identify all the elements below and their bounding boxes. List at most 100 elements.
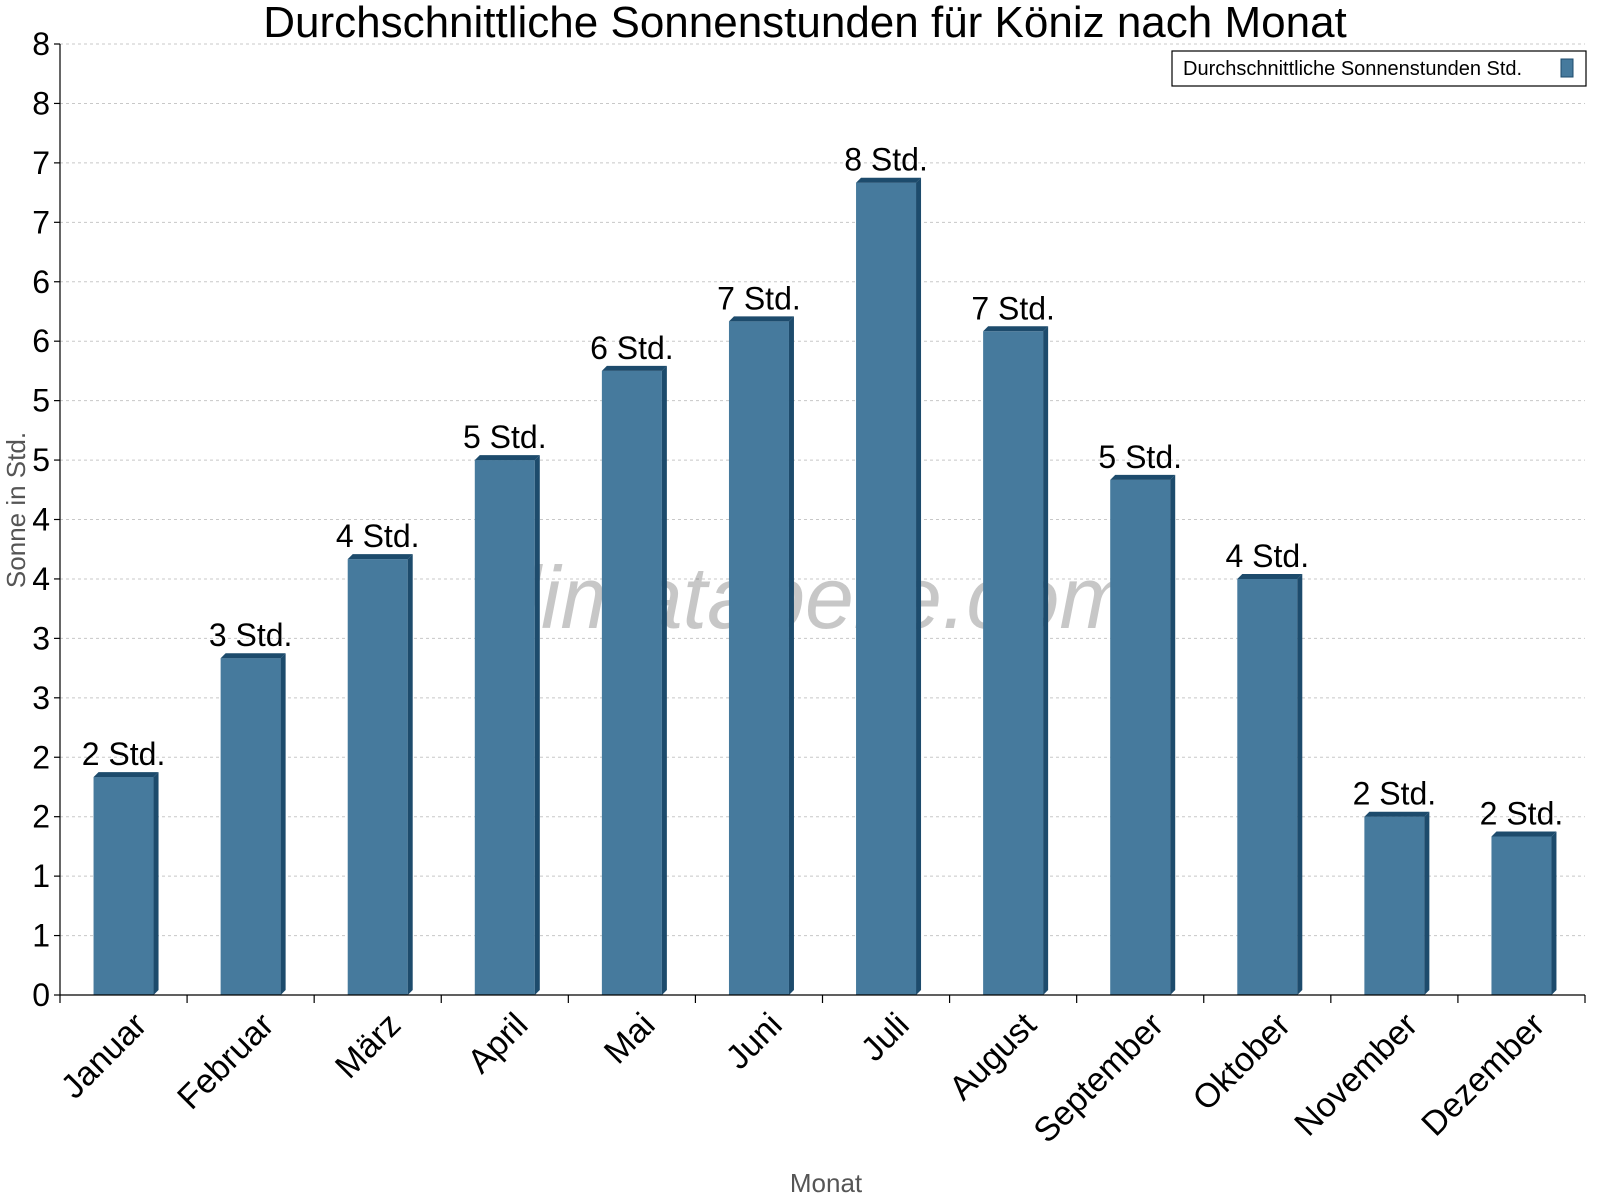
x-tick-label: Januar [54, 1006, 154, 1106]
bar-face [1110, 479, 1171, 995]
x-tick-label: Februar [170, 1006, 281, 1117]
data-label: 7 Std. [717, 280, 801, 316]
bar-face [93, 777, 154, 995]
data-label: 7 Std. [971, 290, 1055, 326]
bar-face [347, 559, 408, 995]
data-label: 4 Std. [1225, 538, 1309, 574]
bar-face [601, 370, 662, 995]
y-tick-label: 3 [32, 680, 50, 716]
bar-top [347, 554, 413, 560]
bar [601, 365, 667, 995]
y-tick-label: 5 [32, 442, 50, 478]
bar-side [407, 554, 413, 995]
data-label: 6 Std. [590, 330, 674, 366]
axes [54, 43, 1586, 1003]
x-tick-label: April [460, 1006, 535, 1081]
y-tick-label: 2 [32, 799, 50, 835]
bar-face [728, 321, 789, 995]
bar-side [1551, 831, 1557, 995]
data-label: 5 Std. [1098, 439, 1182, 475]
bar-side [1297, 573, 1303, 995]
x-tick-label: Mai [597, 1006, 663, 1072]
y-tick-label: 4 [32, 502, 50, 538]
data-labels: 2 Std. 3 Std. 4 Std. 5 Std. 6 Std. 7 Std. 8 St… [82, 142, 1564, 832]
data-label: 2 Std. [1480, 796, 1564, 832]
data-label: 3 Std. [209, 617, 293, 653]
bar-top [93, 772, 159, 778]
bar-face [474, 460, 535, 995]
legend-box [1171, 50, 1587, 87]
legend: Durchschnittliche Sonnenstunden Std. [1171, 50, 1587, 87]
y-tick-labels: 0 1 1 2 2 3 3 4 4 5 5 6 6 7 7 8 8 [32, 26, 50, 1013]
x-tick-label: Juli [854, 1006, 917, 1069]
bar-side [1170, 474, 1176, 995]
bar [220, 653, 286, 995]
bars [93, 177, 1557, 995]
bar-top [220, 653, 286, 659]
bar [983, 326, 1049, 995]
bar-face [856, 182, 917, 995]
y-tick-label: 4 [32, 561, 50, 597]
bar-top [728, 316, 794, 322]
chart-title: Durchschnittliche Sonnenstunden für Köni… [263, 0, 1347, 47]
data-label: 4 Std. [336, 518, 420, 554]
x-tick-label: Juni [719, 1006, 790, 1077]
bar [728, 316, 794, 995]
bar [347, 554, 413, 995]
bar-face [1237, 578, 1298, 995]
x-axis-title: Monat [790, 1168, 863, 1198]
data-label: 8 Std. [844, 142, 928, 178]
bar-side [534, 455, 540, 995]
bar-side [1043, 326, 1049, 995]
bar [93, 772, 159, 995]
bar-side [788, 316, 794, 995]
y-tick-label: 8 [32, 85, 50, 121]
x-tick-label: März [328, 1006, 408, 1086]
bar-top [1237, 573, 1303, 579]
x-tick-label: November [1287, 1006, 1425, 1144]
bar [856, 177, 922, 995]
bar-side [153, 772, 159, 995]
y-axis-title: Sonne in Std. [1, 432, 31, 588]
bar [1237, 573, 1303, 995]
y-tick-label: 2 [32, 739, 50, 775]
y-tick-label: 3 [32, 620, 50, 656]
bar-top [856, 177, 922, 183]
legend-label: Durchschnittliche Sonnenstunden Std. [1183, 58, 1522, 80]
bar-side [280, 653, 286, 995]
y-tick-label: 1 [32, 918, 50, 954]
bar-face [220, 658, 281, 995]
bar-face [983, 331, 1044, 995]
data-label: 2 Std. [1353, 776, 1437, 812]
y-tick-label: 1 [32, 858, 50, 894]
y-tick-label: 6 [32, 264, 50, 300]
bar-top [1110, 474, 1176, 480]
bar-top [1491, 831, 1557, 837]
bar-top [983, 326, 1049, 332]
bar [1364, 811, 1430, 995]
bar [1110, 474, 1176, 995]
y-tick-label: 0 [32, 977, 50, 1013]
bar-face [1491, 836, 1552, 995]
bar-top [474, 455, 540, 461]
y-tick-label: 6 [32, 323, 50, 359]
bar [1491, 831, 1557, 995]
legend-swatch [1560, 58, 1574, 78]
y-tick-label: 7 [32, 204, 50, 240]
y-tick-label: 5 [32, 383, 50, 419]
bar-side [1424, 811, 1430, 995]
data-label: 5 Std. [463, 419, 547, 455]
bar-side [916, 177, 922, 995]
bar-top [601, 365, 667, 371]
y-tick-label: 7 [32, 145, 50, 181]
x-tick-label: September [1026, 1006, 1170, 1150]
x-tick-labels: Januar Februar März April Mai Juni Juli AugustS… [54, 1005, 1552, 1150]
bar [474, 455, 540, 995]
data-label: 2 Std. [82, 736, 166, 772]
bar-top [1364, 811, 1430, 817]
x-tick-label: August [942, 1005, 1044, 1107]
grid-lines [60, 43, 1585, 937]
bar-side [661, 365, 667, 995]
x-tick-label: Dezember [1414, 1006, 1552, 1144]
